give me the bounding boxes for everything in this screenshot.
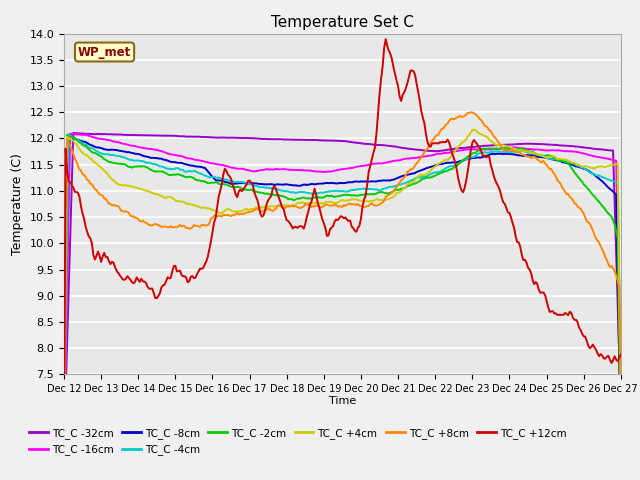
TC_C -32cm bbox=[397, 145, 405, 151]
Line: TC_C +12cm: TC_C +12cm bbox=[64, 39, 621, 455]
TC_C +4cm bbox=[408, 180, 416, 185]
TC_C -8cm bbox=[379, 178, 387, 183]
X-axis label: Time: Time bbox=[329, 396, 356, 406]
TC_C -8cm bbox=[550, 157, 558, 163]
TC_C +4cm bbox=[164, 194, 172, 200]
Line: TC_C -8cm: TC_C -8cm bbox=[64, 135, 621, 441]
TC_C -16cm bbox=[617, 386, 625, 392]
TC_C +8cm bbox=[408, 166, 416, 172]
TC_C -16cm bbox=[397, 157, 405, 163]
TC_C -8cm bbox=[60, 403, 68, 408]
TC_C -32cm bbox=[69, 130, 77, 136]
TC_C -4cm bbox=[617, 376, 625, 382]
TC_C -2cm bbox=[379, 190, 387, 195]
TC_C +8cm bbox=[617, 406, 625, 411]
TC_C -4cm bbox=[379, 186, 387, 192]
TC_C -16cm bbox=[77, 132, 85, 138]
TC_C -16cm bbox=[410, 155, 417, 161]
Line: TC_C -16cm: TC_C -16cm bbox=[64, 133, 621, 450]
TC_C +8cm bbox=[164, 224, 172, 230]
TC_C -4cm bbox=[410, 177, 417, 182]
TC_C -16cm bbox=[550, 147, 558, 153]
TC_C -4cm bbox=[550, 156, 558, 162]
TC_C -4cm bbox=[65, 132, 72, 137]
TC_C +4cm bbox=[617, 402, 625, 408]
TC_C +4cm bbox=[396, 190, 403, 195]
TC_C +12cm bbox=[377, 76, 385, 82]
Title: Temperature Set C: Temperature Set C bbox=[271, 15, 414, 30]
TC_C -16cm bbox=[60, 447, 68, 453]
TC_C +12cm bbox=[410, 68, 417, 74]
TC_C +12cm bbox=[550, 311, 558, 316]
TC_C +8cm bbox=[550, 171, 558, 177]
Line: TC_C -32cm: TC_C -32cm bbox=[64, 133, 621, 450]
TC_C -4cm bbox=[165, 166, 173, 172]
Y-axis label: Temperature (C): Temperature (C) bbox=[11, 153, 24, 255]
Line: TC_C -4cm: TC_C -4cm bbox=[64, 134, 621, 450]
TC_C +12cm bbox=[397, 98, 405, 104]
TC_C -32cm bbox=[77, 131, 85, 136]
TC_C -4cm bbox=[60, 447, 68, 453]
TC_C -2cm bbox=[63, 132, 71, 138]
TC_C -8cm bbox=[77, 138, 85, 144]
Line: TC_C -2cm: TC_C -2cm bbox=[64, 135, 621, 455]
Line: TC_C +8cm: TC_C +8cm bbox=[64, 112, 621, 453]
TC_C -2cm bbox=[617, 452, 625, 458]
TC_C +12cm bbox=[60, 452, 68, 457]
TC_C -2cm bbox=[77, 141, 85, 146]
TC_C -32cm bbox=[165, 133, 173, 139]
TC_C -16cm bbox=[165, 151, 173, 157]
TC_C +4cm bbox=[60, 385, 68, 391]
TC_C +8cm bbox=[396, 180, 403, 185]
TC_C -32cm bbox=[60, 447, 68, 453]
TC_C -4cm bbox=[397, 181, 405, 187]
TC_C +12cm bbox=[382, 36, 390, 42]
TC_C +4cm bbox=[377, 197, 385, 203]
TC_C -16cm bbox=[379, 160, 387, 166]
TC_C +8cm bbox=[60, 450, 68, 456]
TC_C -2cm bbox=[550, 156, 558, 161]
TC_C +12cm bbox=[164, 275, 172, 280]
TC_C -32cm bbox=[617, 405, 625, 411]
TC_C +8cm bbox=[467, 109, 475, 115]
TC_C -16cm bbox=[67, 131, 74, 136]
TC_C -8cm bbox=[410, 170, 417, 176]
TC_C -8cm bbox=[65, 132, 72, 138]
TC_C +4cm bbox=[76, 146, 83, 152]
TC_C -4cm bbox=[77, 139, 85, 145]
TC_C -2cm bbox=[397, 186, 405, 192]
TC_C +8cm bbox=[76, 167, 83, 172]
TC_C -8cm bbox=[165, 158, 173, 164]
TC_C -2cm bbox=[410, 181, 417, 187]
TC_C +4cm bbox=[470, 127, 477, 132]
TC_C -8cm bbox=[617, 438, 625, 444]
TC_C +12cm bbox=[617, 352, 625, 358]
TC_C -8cm bbox=[397, 174, 405, 180]
Legend: TC_C -32cm, TC_C -16cm, TC_C -8cm, TC_C -4cm, TC_C -2cm, TC_C +4cm, TC_C +8cm, T: TC_C -32cm, TC_C -16cm, TC_C -8cm, TC_C … bbox=[25, 424, 571, 459]
TC_C -2cm bbox=[60, 385, 68, 391]
TC_C -32cm bbox=[550, 142, 558, 148]
TC_C +12cm bbox=[76, 194, 83, 200]
Line: TC_C +4cm: TC_C +4cm bbox=[64, 130, 621, 405]
TC_C -32cm bbox=[410, 146, 417, 152]
TC_C -32cm bbox=[379, 142, 387, 148]
TC_C +8cm bbox=[377, 200, 385, 206]
TC_C -2cm bbox=[165, 172, 173, 178]
TC_C +4cm bbox=[550, 154, 558, 159]
Text: WP_met: WP_met bbox=[78, 46, 131, 59]
